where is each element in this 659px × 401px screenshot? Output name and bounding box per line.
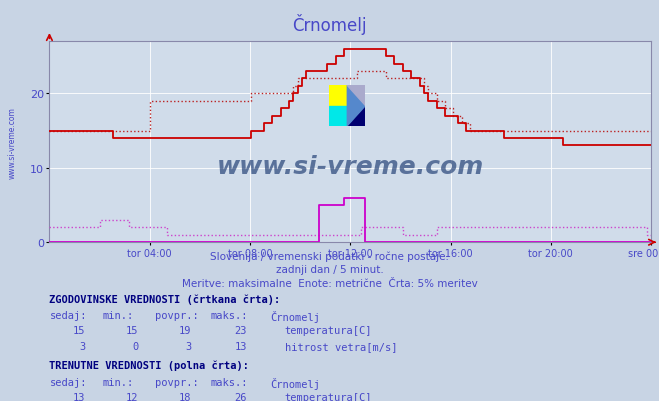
Text: 19: 19 <box>179 326 191 336</box>
Text: Črnomelj: Črnomelj <box>270 377 320 389</box>
Text: zadnji dan / 5 minut.: zadnji dan / 5 minut. <box>275 265 384 275</box>
Text: 0: 0 <box>132 341 138 351</box>
Text: hitrost vetra[m/s]: hitrost vetra[m/s] <box>285 341 397 351</box>
Text: maks.:: maks.: <box>211 377 248 387</box>
Text: Črnomelj: Črnomelj <box>292 14 367 35</box>
Text: 15: 15 <box>126 326 138 336</box>
Polygon shape <box>347 86 366 126</box>
Text: min.:: min.: <box>102 310 133 320</box>
Text: sedaj:: sedaj: <box>49 310 87 320</box>
Text: 23: 23 <box>235 326 247 336</box>
Text: www.si-vreme.com: www.si-vreme.com <box>217 154 484 178</box>
Text: TRENUTNE VREDNOSTI (polna črta):: TRENUTNE VREDNOSTI (polna črta): <box>49 360 249 371</box>
Bar <box>330 86 347 106</box>
Text: 18: 18 <box>179 392 191 401</box>
Text: www.si-vreme.com: www.si-vreme.com <box>8 107 16 178</box>
Text: Meritve: maksimalne  Enote: metrične  Črta: 5% meritev: Meritve: maksimalne Enote: metrične Črta… <box>182 279 477 289</box>
Text: sedaj:: sedaj: <box>49 377 87 387</box>
Text: povpr.:: povpr.: <box>155 310 198 320</box>
Text: 13: 13 <box>73 392 86 401</box>
Text: 3: 3 <box>185 341 191 351</box>
Text: min.:: min.: <box>102 377 133 387</box>
Polygon shape <box>347 106 366 126</box>
Text: povpr.:: povpr.: <box>155 377 198 387</box>
Text: 12: 12 <box>126 392 138 401</box>
Polygon shape <box>347 86 366 106</box>
Text: 15: 15 <box>73 326 86 336</box>
Text: 26: 26 <box>235 392 247 401</box>
Text: 3: 3 <box>80 341 86 351</box>
Text: ZGODOVINSKE VREDNOSTI (črtkana črta):: ZGODOVINSKE VREDNOSTI (črtkana črta): <box>49 294 281 304</box>
Text: Črnomelj: Črnomelj <box>270 310 320 322</box>
Text: temperatura[C]: temperatura[C] <box>285 326 372 336</box>
Text: Slovenija / vremenski podatki - ročne postaje.: Slovenija / vremenski podatki - ročne po… <box>210 251 449 261</box>
Bar <box>330 106 347 126</box>
Text: 13: 13 <box>235 341 247 351</box>
Text: maks.:: maks.: <box>211 310 248 320</box>
Text: temperatura[C]: temperatura[C] <box>285 392 372 401</box>
